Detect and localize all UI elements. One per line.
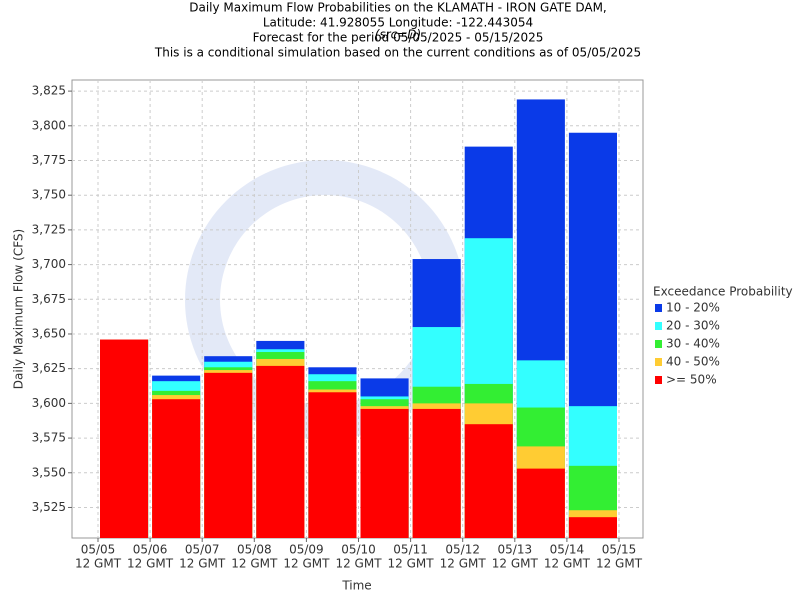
x-tick-label: 05/10 — [341, 543, 376, 557]
x-axis-label: Time — [341, 579, 371, 593]
x-tick-label: 12 GMT — [440, 557, 487, 571]
bar — [360, 408, 409, 538]
legend-swatch — [655, 358, 662, 366]
y-tick-label: 3,600 — [32, 396, 66, 410]
bar — [412, 408, 461, 538]
legend-label: 30 - 40% — [666, 337, 720, 351]
bar — [204, 372, 253, 538]
bar — [516, 468, 565, 538]
x-tick-label: 12 GMT — [231, 557, 278, 571]
x-tick-label: 12 GMT — [492, 557, 539, 571]
x-tick-label: 05/05 — [81, 543, 116, 557]
x-tick-label: 05/13 — [498, 543, 533, 557]
chart-title: Forecast for the period 05/05/2025 - 05/… — [253, 31, 544, 45]
x-tick-label: 05/12 — [445, 543, 480, 557]
y-tick-label: 3,575 — [32, 431, 66, 445]
y-tick-label: 3,625 — [32, 361, 66, 375]
legend-label: 10 - 20% — [666, 301, 720, 315]
bar — [308, 392, 357, 538]
y-tick-label: 3,525 — [32, 500, 66, 514]
x-tick-label: 12 GMT — [179, 557, 226, 571]
legend-swatch — [655, 340, 662, 348]
legend-label: 40 - 50% — [666, 355, 720, 369]
x-tick-label: 05/14 — [550, 543, 585, 557]
x-tick-label: 05/08 — [237, 543, 272, 557]
legend-title: Exceedance Probability — [653, 285, 793, 299]
chart-title: Daily Maximum Flow Probabilities on the … — [189, 1, 607, 15]
x-tick-label: 05/15 — [602, 543, 637, 557]
x-tick-label: 12 GMT — [283, 557, 330, 571]
y-tick-label: 3,650 — [32, 326, 66, 340]
x-tick-label: 05/07 — [185, 543, 220, 557]
y-tick-label: 3,750 — [32, 188, 66, 202]
legend-swatch — [655, 304, 662, 312]
y-axis-label: Daily Maximum Flow (CFS) — [12, 229, 26, 389]
y-tick-label: 3,550 — [32, 465, 66, 479]
chart-title: Latitude: 41.928055 Longitude: -122.4430… — [263, 16, 533, 30]
x-tick-label: 05/09 — [289, 543, 324, 557]
chart-title: This is a conditional simulation based o… — [154, 46, 641, 60]
legend-label: 20 - 30% — [666, 319, 720, 333]
x-tick-label: 05/06 — [133, 543, 168, 557]
legend-swatch — [655, 376, 662, 384]
x-tick-label: 12 GMT — [335, 557, 382, 571]
x-tick-label: 05/11 — [393, 543, 428, 557]
bar — [152, 399, 201, 538]
bar — [464, 424, 513, 538]
legend-label: >= 50% — [666, 373, 717, 387]
chart-subtitle: (src=D) — [375, 28, 421, 42]
x-tick-label: 12 GMT — [596, 557, 643, 571]
y-tick-label: 3,675 — [32, 292, 66, 306]
y-tick-label: 3,800 — [32, 118, 66, 132]
y-tick-label: 3,825 — [32, 84, 66, 98]
x-tick-label: 12 GMT — [75, 557, 122, 571]
bar — [256, 365, 305, 538]
legend-swatch — [655, 322, 662, 330]
x-tick-label: 12 GMT — [127, 557, 174, 571]
bar — [568, 517, 617, 538]
bar — [100, 339, 149, 538]
y-tick-label: 3,700 — [32, 257, 66, 271]
x-tick-label: 12 GMT — [544, 557, 591, 571]
y-tick-label: 3,775 — [32, 153, 66, 167]
y-tick-label: 3,725 — [32, 222, 66, 236]
x-tick-label: 12 GMT — [388, 557, 435, 571]
